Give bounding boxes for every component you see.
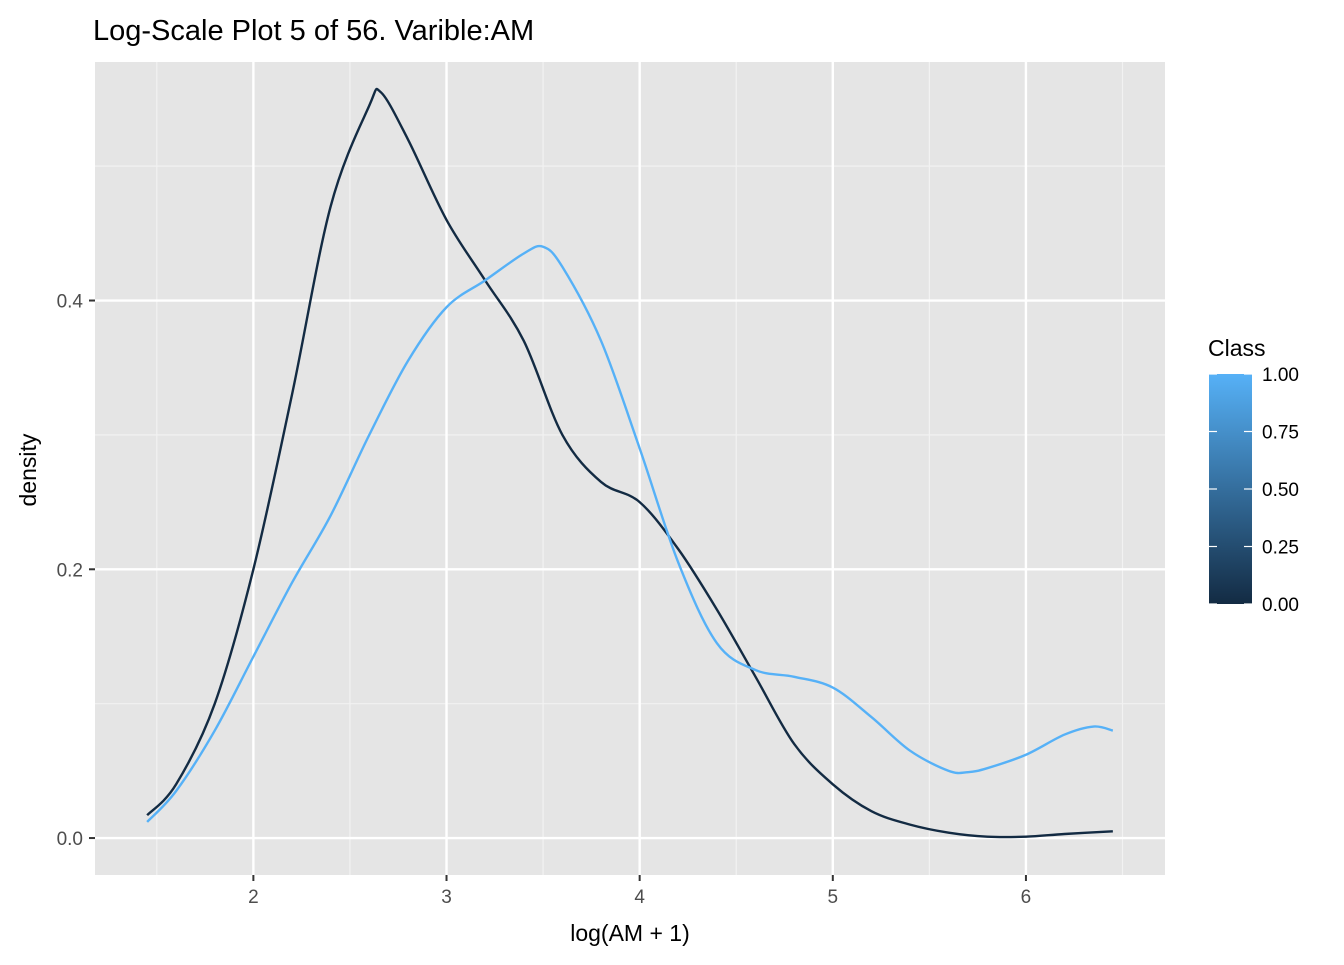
legend: Class 1.00 0.75 0.50 0.25 0.00: [1208, 335, 1299, 616]
x-tick-label: 6: [1021, 887, 1032, 908]
density-line-class-1: [146, 244, 1114, 823]
minor-gridlines: [95, 62, 1165, 875]
legend-label: 0.00: [1262, 595, 1299, 616]
x-axis: 2 3 4 5 6: [248, 875, 1031, 908]
series-layer: [146, 87, 1114, 839]
y-axis: 0.0 0.2 0.4: [57, 292, 95, 850]
legend-label: 0.75: [1262, 423, 1299, 444]
major-gridlines: [95, 62, 1165, 875]
chart-title: Log-Scale Plot 5 of 56. Varible:AM: [93, 15, 534, 47]
y-tick-label: 0.2: [57, 560, 83, 581]
x-tick-label: 4: [634, 887, 645, 908]
legend-label: 0.25: [1262, 538, 1299, 559]
x-tick-label: 2: [248, 887, 259, 908]
y-axis-title: density: [15, 433, 41, 506]
legend-title: Class: [1208, 335, 1266, 361]
x-axis-title: log(AM + 1): [570, 920, 690, 946]
legend-ticks: 1.00 0.75 0.50 0.25 0.00: [1209, 365, 1299, 616]
y-tick-label: 0.0: [57, 829, 83, 850]
x-tick-label: 5: [828, 887, 839, 908]
legend-label: 0.50: [1262, 480, 1299, 501]
density-line-class-0: [146, 87, 1113, 839]
legend-label: 1.00: [1262, 365, 1299, 386]
x-tick-label: 3: [441, 887, 452, 908]
plot-panel: [95, 62, 1165, 875]
y-tick-label: 0.4: [57, 292, 84, 313]
